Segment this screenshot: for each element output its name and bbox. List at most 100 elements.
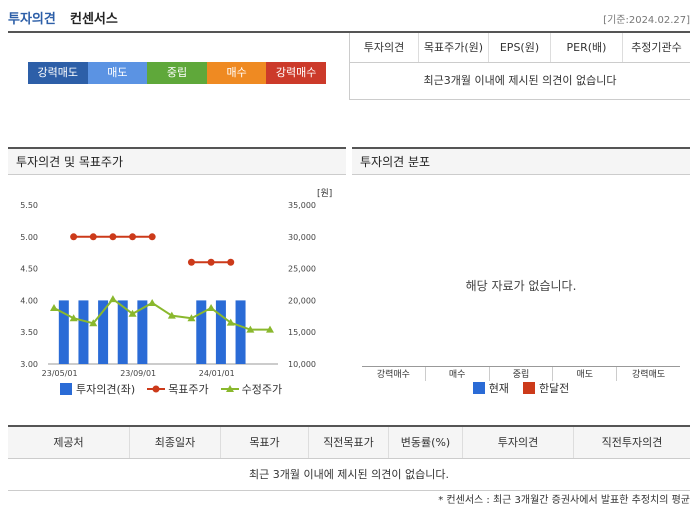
legend-target: 목표주가 [147,381,209,397]
adjusted-price-line [53,297,270,331]
consensus-table-header: 투자의견 목표주가(원) EPS(원) PER(배) 추정기관수 [350,33,690,63]
dist-legend-month-ago: 한달전 [522,380,570,396]
dist-legend-current-label: 현재 [488,382,509,395]
y-left-tick-label: 4.00 [20,296,38,305]
col-target: 목표가 [220,427,308,458]
x-tick-label: 24/01/01 [199,369,235,378]
chart-svg: [원] 3.00 3.50 4.00 4.50 5.00 5.50 10,000 15,000… [20,188,332,378]
broker-table-header: 제공처 최종일자 목표가 직전목표가 변동률(%) 투자의견 직전투자의견 [8,427,690,459]
target-price-point [207,258,215,266]
y-left-tick-label: 4.50 [20,265,38,274]
x-tick-label: 23/09/01 [120,369,156,378]
legend-adjusted: 수정주가 [220,381,283,397]
scale-strong-sell: 강력매도 [28,62,88,84]
x-tick-label: 23/05/01 [42,369,78,378]
legend-opinion-label: 투자의견(좌) [76,383,136,396]
opinion-bar [58,300,69,364]
dist-cat-neutral: 중립 [490,367,554,381]
dist-legend-month-ago-label: 한달전 [538,382,570,395]
target-price-point [70,233,78,241]
y-left-tick-label: 3.00 [20,360,38,369]
consensus-table: 투자의견 목표주가(원) EPS(원) PER(배) 추정기관수 최근3개월 이… [349,33,690,100]
col-agency-count: 추정기관수 [622,33,690,62]
opinion-bar [117,300,128,364]
scale-buy: 매수 [206,62,267,84]
base-date: [기준:2024.02.27] [603,15,690,26]
y-right-tick-label: 15,000 [288,328,316,337]
adjusted-price-point [148,298,157,306]
legend-opinion-swatch [60,383,72,395]
col-provider: 제공처 [53,436,84,449]
dist-cat-buy: 매수 [426,367,490,381]
adjusted-price-point [128,309,137,317]
target-price-point [148,233,156,241]
dist-cat-sell: 매도 [553,367,618,381]
dist-legend-month-ago-swatch [522,382,535,394]
col-eps: EPS(원) [488,33,550,62]
scale-strong-buy: 강력매수 [266,62,326,84]
legend-opinion: 투자의견(좌) [60,381,135,397]
y-right-tick-label: 20,000 [288,296,316,305]
adjusted-price-point [266,325,274,333]
col-prev-target: 직전목표가 [308,427,388,458]
adjusted-price-point [108,295,117,303]
broker-opinion-table: 제공처 최종일자 목표가 직전목표가 변동률(%) 투자의견 직전투자의견 최근… [8,425,690,491]
opinion-bar [196,300,207,364]
y-left-tick-label: 3.50 [20,328,38,337]
y-right-tick-label: 10,000 [288,360,316,369]
opinion-bar [78,300,89,364]
col-opinion: 투자의견 [363,41,405,54]
y-left-tick-label: 5.50 [20,201,38,210]
opinion-target-chart: [원] 3.00 3.50 4.00 4.50 5.00 5.50 10,000 15,000… [8,176,346,396]
header-divider [8,31,690,33]
dist-cat-strong-buy: 강력매수 [362,367,426,381]
distribution-categories: 강력매수 매수 중립 매도 강력매도 [362,366,680,381]
legend-adjusted-label: 수정주가 [241,383,283,396]
section-header: 투자의견 컨센서스 [기준:2024.02.27] [8,6,690,28]
dist-legend-current-swatch [472,382,485,394]
target-price-point [109,233,117,241]
col-change-rate: 변동률(%) [388,427,462,458]
y-right-tick-label: 35,000 [288,201,316,210]
adjusted-price-point [187,314,196,322]
scale-sell: 매도 [87,62,148,84]
target-price-point [187,258,195,266]
distribution-legend: 현재 한달전 [352,380,690,396]
adjusted-price-point [167,311,176,319]
col-last-date: 최종일자 [129,427,220,458]
distribution-empty-message: 해당 자료가 없습니다. [465,279,577,293]
adjusted-price-point [246,325,255,333]
col-investment-opinion: 투자의견 [462,427,573,458]
dist-legend-current: 현재 [472,380,509,396]
consensus-empty-message: 최근3개월 이내에 제시된 의견이 없습니다 [423,74,617,87]
opinion-scale: 강력매도 매도 중립 매수 강력매수 [28,62,326,84]
opinion-bar [98,300,109,364]
dist-cat-strong-sell: 강력매도 [632,370,666,380]
adjusted-price-point [89,319,98,327]
adjusted-price-point [226,318,235,326]
y-right-tick-label: 30,000 [288,233,316,242]
col-target-price: 목표주가(원) [418,33,488,62]
legend-target-marker [147,385,166,393]
target-price-point [227,258,235,266]
y-left-tick-label: 5.00 [20,233,38,242]
opinion-bar [215,300,226,364]
footnote: * 컨센서스 : 최근 3개월간 증권사에서 발표한 추정치의 평균 [438,495,690,506]
col-per: PER(배) [550,33,622,62]
target-price-point [129,233,137,241]
adjusted-price-point [207,304,216,312]
y-right-tick-label: 25,000 [288,265,316,274]
section-title: 투자의견 [8,12,56,27]
scale-neutral: 중립 [147,62,207,84]
col-prev-opinion: 직전투자의견 [573,427,690,458]
chart-legend: 투자의견(좌) 목표주가 수정주가 [60,381,282,397]
legend-target-label: 목표주가 [168,383,209,396]
right-axis-unit: [원] [317,188,332,199]
distribution-panel-title: 투자의견 분포 [352,147,690,175]
adjusted-price-point [69,314,78,322]
section-subtitle: 컨센서스 [70,12,118,27]
chart-panel-title: 투자의견 및 목표주가 [8,147,346,175]
legend-adjusted-marker [220,385,239,392]
target-price-point [89,233,97,241]
adjusted-price-point [50,304,58,312]
